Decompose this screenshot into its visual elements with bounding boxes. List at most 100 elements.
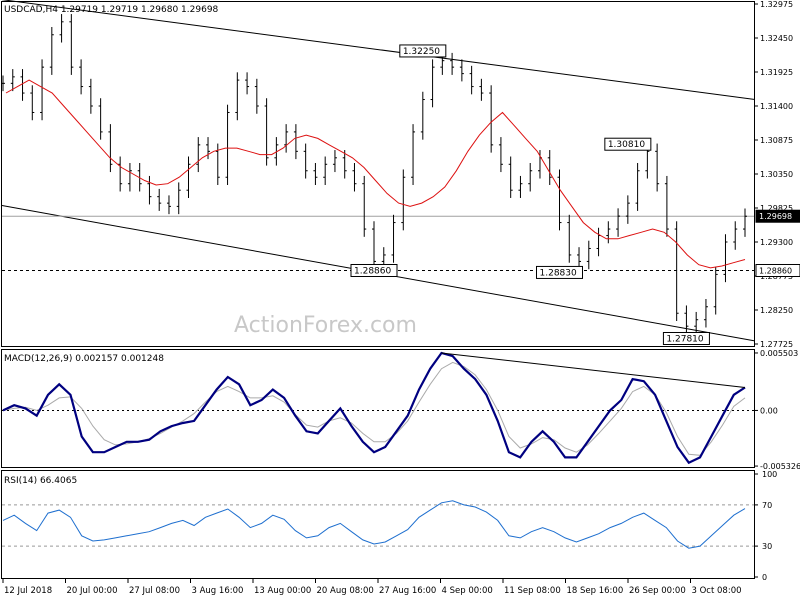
price-bar [206,137,211,160]
price-annotation-box [536,265,583,279]
price-bar [79,59,84,95]
price-bar [664,175,669,237]
price-annotation-label: 1.28860 [354,266,391,276]
price-bar [40,59,45,121]
price-bar [69,14,74,75]
price-bar [508,156,513,198]
price-axis-label: 1.32450 [760,34,793,43]
price-bar [694,311,699,334]
price-bar [674,221,679,322]
price-bar [372,221,376,270]
macd-panel-frame [1,349,755,468]
price-bar [20,69,25,101]
price-panel-frame [1,1,755,347]
price-annotation: 1.28860 [350,263,398,277]
x-axis-label: 27 Aug 16:00 [379,586,436,596]
last-value-badge-label: 1.29698 [759,212,792,221]
price-bar [166,195,171,215]
price-bar [284,124,289,153]
price-layer: 1.32250 1.30810 1.28860 1.28830 1.27810 [1,0,755,345]
price-annotation-box [399,44,447,58]
macd-axis-label: -0.005326 [760,462,800,471]
price-bar [489,85,494,153]
price-bar [293,124,298,160]
last-value-badge: 1.29698 [755,209,800,223]
price-bar [225,104,230,186]
rsi-layer [2,500,754,549]
price-bar [430,59,435,108]
rsi-axis-label: 100 [762,470,777,479]
price-annotation: 1.30810 [604,137,652,151]
rsi-panel-frame [1,470,755,579]
last-value-badge: 1.28860 [755,263,800,277]
price-bar [118,156,123,192]
price-bar [235,72,240,121]
price-axis-label: 1.28250 [760,306,793,315]
price-bar [713,266,718,315]
price-axis-label: 1.31400 [760,102,793,111]
price-axis-label: 1.32975 [760,0,793,9]
price-bar [616,208,621,237]
price-bar [176,182,181,215]
price-bar [401,169,406,231]
price-bar [635,162,640,211]
price-bar [723,234,728,283]
price-bar [303,143,308,179]
chart-header: USDCAD,H4 1.29719 1.29719 1.29680 1.2969… [4,5,219,15]
price-bar [459,59,464,82]
price-bar [108,124,113,173]
price-bar [88,78,93,114]
price-annotation: 1.28830 [536,265,583,279]
rsi-line [2,500,746,549]
price-annotation: 1.32250 [399,44,447,58]
price-bar [157,188,162,211]
price-bar [479,78,484,101]
price-bar [420,91,425,140]
price-bar [49,26,54,75]
price-bar [450,52,455,75]
x-axis-label: 20 Aug 08:00 [317,586,374,596]
x-axis-label: 12 Jul 2018 [4,586,52,596]
price-bar [557,169,562,231]
price-bar [323,156,328,186]
price-bar [586,240,591,270]
price-axis-label: 1.31925 [760,68,793,77]
price-bar [147,175,152,205]
price-bar [196,137,201,173]
macd-axis-label: 0.005503 [760,349,798,358]
price-bar [625,195,630,224]
price-bar [30,85,35,121]
rsi-title: RSI(14) 66.4065 [4,476,77,486]
price-bar [528,162,533,192]
rsi-axis-label: 70 [762,501,772,510]
price-bar [264,98,269,166]
last-value-badge-label: 1.28860 [759,266,792,275]
price-axis-label: 1.30350 [760,170,793,179]
price-annotation: 1.27810 [662,331,710,345]
price-annotation-box [662,331,710,345]
price-bar [352,162,357,192]
price-bar [547,150,552,186]
price-annotation-label: 1.27810 [666,334,703,344]
price-bar [1,75,5,92]
x-axis-label: 4 Sep 00:00 [442,586,493,596]
price-bar [342,150,347,179]
price-bar [59,14,64,43]
price-bar [596,227,601,257]
price-bar [703,298,708,328]
x-axis-label: 13 Aug 00:00 [254,586,311,596]
price-bar [313,162,318,186]
price-bar [127,162,132,192]
x-axis-label: 3 Aug 16:00 [192,586,244,596]
x-axis-label: 27 Jul 08:00 [129,586,180,596]
price-bar [391,214,396,263]
macd-axis-label: 0.00 [760,406,778,415]
price-bar [743,208,747,237]
price-bar [577,247,582,270]
price-bar [254,78,259,114]
price-bar [10,69,15,92]
price-axis-label: 1.29825 [760,204,793,213]
